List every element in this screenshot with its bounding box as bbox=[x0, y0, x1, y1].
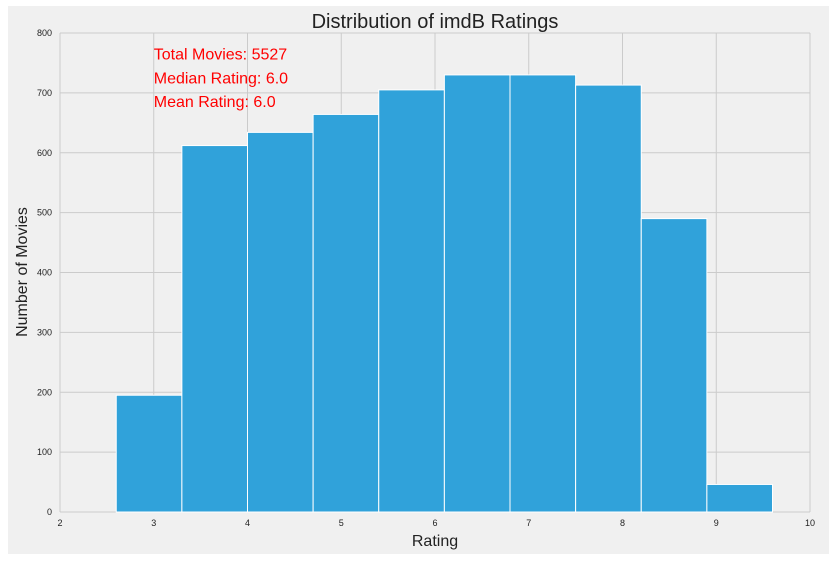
x-tick-label: 8 bbox=[620, 518, 625, 528]
y-tick-label: 800 bbox=[37, 28, 52, 38]
x-tick-label: 3 bbox=[151, 518, 156, 528]
histogram-bars bbox=[115, 74, 773, 513]
y-tick-label: 700 bbox=[37, 88, 52, 98]
stat-annotation: Median Rating: 6.0 bbox=[154, 70, 288, 87]
chart-title: Distribution of imdB Ratings bbox=[312, 11, 559, 33]
histogram-bar bbox=[247, 131, 314, 513]
histogram-bar bbox=[378, 89, 445, 513]
x-axis-label: Rating bbox=[412, 533, 458, 550]
x-tick-labels: 2 3 4 5 6 7 8 9 10 bbox=[57, 518, 815, 528]
y-tick-label: 400 bbox=[37, 268, 52, 278]
y-tick-label: 100 bbox=[37, 447, 52, 457]
histogram-bar bbox=[115, 394, 183, 513]
x-tick-label: 10 bbox=[805, 518, 815, 528]
y-tick-label: 500 bbox=[37, 208, 52, 218]
x-tick-label: 6 bbox=[432, 518, 437, 528]
y-tick-labels: 0 100 200 300 400 500 600 700 800 bbox=[37, 28, 52, 517]
stat-annotations: Total Movies: 5527 Median Rating: 6.0 Mean… bbox=[154, 46, 288, 111]
histogram-bar bbox=[312, 113, 380, 513]
histogram-bar bbox=[181, 145, 248, 513]
histogram-bar bbox=[706, 483, 773, 513]
x-tick-label: 4 bbox=[245, 518, 250, 528]
x-tick-label: 2 bbox=[57, 518, 62, 528]
histogram-bar bbox=[509, 74, 577, 513]
y-tick-label: 600 bbox=[37, 148, 52, 158]
x-tick-label: 9 bbox=[714, 518, 719, 528]
x-tick-label: 7 bbox=[526, 518, 531, 528]
y-tick-label: 300 bbox=[37, 327, 52, 337]
y-tick-label: 200 bbox=[37, 387, 52, 397]
stat-annotation: Total Movies: 5527 bbox=[154, 46, 288, 63]
stat-annotation: Mean Rating: 6.0 bbox=[154, 94, 276, 111]
histogram-bar bbox=[640, 218, 708, 513]
y-tick-label: 0 bbox=[47, 507, 52, 517]
histogram-bar bbox=[575, 84, 642, 513]
y-axis-label: Number of Movies bbox=[14, 207, 31, 337]
x-tick-label: 5 bbox=[339, 518, 344, 528]
histogram-bar bbox=[443, 74, 511, 513]
